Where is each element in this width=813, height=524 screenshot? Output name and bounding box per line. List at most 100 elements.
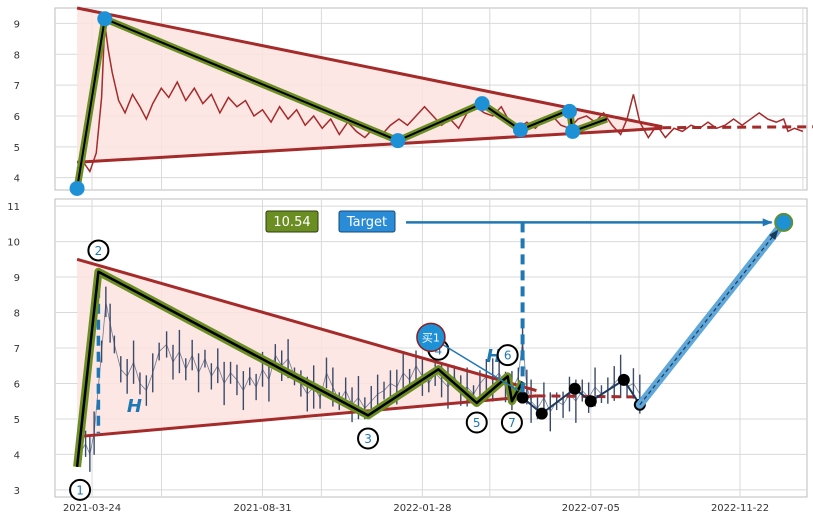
- top-pivot-point: [474, 96, 490, 112]
- candle-link: [415, 365, 423, 377]
- candle-link: [383, 383, 391, 391]
- candle-link: [262, 369, 270, 381]
- candle-link: [133, 362, 141, 384]
- target-value-text: 10.54: [273, 215, 310, 230]
- wave-label-text: 4: [435, 343, 443, 357]
- bottom-y-tick-label: 9: [14, 273, 20, 284]
- candle-link: [113, 344, 122, 370]
- candle-link: [517, 340, 523, 377]
- forecast-point: [516, 391, 529, 404]
- candle-link: [364, 400, 372, 409]
- x-tick-label: 2021-08-31: [233, 503, 291, 514]
- bottom-y-tick-label: 4: [14, 450, 20, 461]
- top-panel: 4 5 6 7 8 9: [14, 6, 813, 196]
- wave-label-circle: [69, 478, 92, 501]
- candle-link: [402, 372, 410, 381]
- bottom-y-tick-label: 6: [14, 379, 20, 390]
- candle-link: [145, 372, 154, 391]
- top-pivot-point: [390, 133, 406, 149]
- forecast-point: [584, 395, 597, 408]
- candle-link: [105, 301, 111, 324]
- candle-link: [281, 358, 289, 367]
- top-pivot-point: [565, 123, 581, 139]
- wave-label-circle: [465, 411, 488, 434]
- candle-link: [466, 386, 474, 395]
- target-point: [774, 212, 794, 232]
- top-price-line: [76, 23, 804, 174]
- x-tick-label: 2022-11-22: [711, 503, 769, 514]
- bottom-triangle-fill: [77, 259, 537, 437]
- candle-link: [120, 369, 128, 377]
- candle-link: [409, 365, 417, 381]
- candle-link: [126, 362, 134, 377]
- candle-link: [249, 376, 257, 388]
- wave-label-text: 7: [508, 416, 516, 430]
- wave-label-text: 1: [76, 483, 84, 497]
- wave-label-circle: [87, 239, 110, 262]
- target-label-text: Target: [346, 215, 387, 230]
- candle-link: [242, 376, 251, 391]
- wave-label-circle: [496, 344, 519, 367]
- wave-label-text: 2: [95, 244, 103, 258]
- candle-link: [158, 344, 167, 352]
- top-y-tick-label: 6: [14, 112, 20, 123]
- bottom-panel: 2021-03-24 2021-08-31 2022-01-28 2022-07-05…: [7, 198, 808, 514]
- forecast-point: [617, 373, 630, 386]
- x-tick-label: 2022-07-05: [562, 503, 620, 514]
- top-pivot-point: [97, 11, 113, 27]
- top-projection-line: [662, 125, 813, 130]
- wave-label-circle: [500, 411, 523, 434]
- candle-link: [370, 393, 378, 402]
- candle-link: [358, 397, 366, 409]
- candle-link: [575, 390, 583, 402]
- candle-link: [441, 379, 449, 388]
- candle-link: [85, 443, 91, 455]
- candle-link: [217, 365, 225, 384]
- forecast-point: [568, 382, 581, 395]
- bottom-wave-line: [75, 270, 524, 467]
- top-y-tick-label: 5: [14, 143, 20, 154]
- top-y-tick-label: 9: [14, 19, 20, 30]
- x-tick-label: 2022-01-28: [393, 503, 451, 514]
- candle-link: [109, 323, 115, 345]
- buy-marker-label: 买1: [422, 331, 440, 344]
- candle-link: [198, 358, 206, 373]
- target-projection-arrow: [639, 229, 779, 406]
- top-pivot-point: [512, 122, 528, 138]
- candle-link: [230, 372, 238, 381]
- target-label-box: [338, 210, 396, 233]
- top-trendline: [76, 126, 663, 164]
- candle-link: [479, 376, 487, 384]
- bottom-y-tick-label: 8: [14, 309, 20, 320]
- candle-link: [300, 383, 308, 395]
- bottom-y-tick-label: 11: [7, 202, 20, 213]
- candle-link: [537, 397, 545, 409]
- candle-link: [204, 358, 212, 377]
- candle-link: [139, 383, 147, 391]
- bottom-trendline: [76, 394, 537, 439]
- height-label-left: H: [127, 396, 142, 417]
- candle-link: [473, 383, 481, 395]
- candle-link: [326, 372, 334, 388]
- candle-link: [396, 372, 404, 388]
- wave-label-text: 5: [473, 416, 481, 430]
- candle-link: [185, 354, 193, 370]
- candle-link: [172, 351, 180, 363]
- top-y-tick-label: 7: [14, 81, 20, 92]
- buy-pointer-line: [430, 336, 519, 392]
- candle-link: [274, 354, 283, 366]
- top-pivot-point: [561, 103, 577, 119]
- candle-link: [236, 379, 244, 391]
- forecast-point: [535, 407, 548, 420]
- wave-label-circle: [357, 427, 380, 450]
- candle-link: [530, 400, 538, 409]
- wave-label-text: 3: [364, 432, 372, 446]
- candle-link: [255, 369, 263, 388]
- candle-link: [522, 340, 528, 388]
- candle-link: [152, 351, 160, 373]
- top-pivot-point: [69, 180, 85, 196]
- candle-link: [211, 365, 219, 377]
- wave-label-text: 6: [504, 349, 512, 363]
